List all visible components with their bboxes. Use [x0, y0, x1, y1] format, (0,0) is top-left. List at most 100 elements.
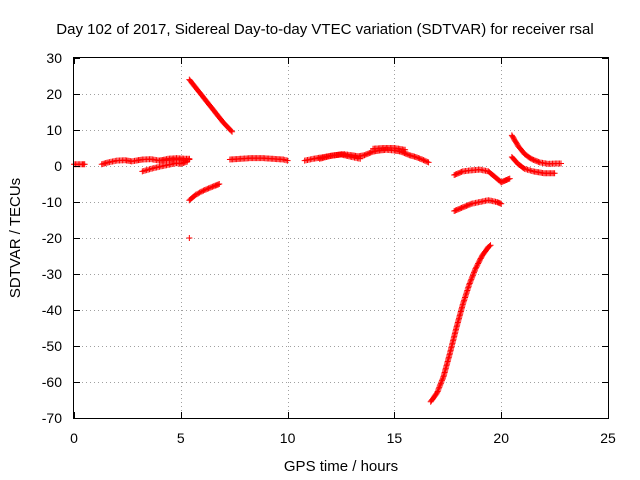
data-point [417, 156, 424, 163]
series-arc-07 [186, 235, 193, 241]
data-point [435, 387, 442, 394]
data-point [436, 384, 443, 391]
data-point [415, 155, 422, 162]
data-point [458, 168, 465, 175]
x-tick-label: 0 [70, 430, 78, 446]
y-tick-label: 0 [54, 158, 62, 174]
y-tick-label: -70 [42, 410, 62, 426]
data-point [402, 146, 409, 153]
data-point [206, 184, 213, 191]
data-point [473, 263, 480, 270]
data-point [472, 265, 479, 272]
data-point [438, 377, 445, 384]
data-point [197, 188, 204, 195]
data-point [228, 127, 235, 134]
data-point [205, 185, 212, 192]
series-arc-11 [370, 145, 409, 153]
data-point [438, 379, 445, 385]
data-point [357, 155, 364, 162]
data-point [475, 259, 482, 266]
gridlines [74, 58, 608, 418]
data-point [466, 281, 473, 288]
series-arc-05 [186, 76, 236, 135]
data-point [405, 151, 412, 158]
data-point [472, 266, 479, 273]
series-arc-14 [451, 197, 505, 214]
y-tick-label: -30 [42, 266, 62, 282]
series-arc-12 [427, 242, 494, 405]
data-point [437, 381, 444, 388]
x-tick-label: 10 [280, 430, 296, 446]
data-point [486, 243, 493, 250]
data-point [558, 160, 565, 167]
data-point [470, 271, 477, 277]
y-tick-label: 20 [46, 86, 62, 102]
series-arc-15 [498, 175, 513, 186]
data-point [419, 156, 426, 163]
data-point [81, 161, 88, 168]
x-tick-label: 15 [387, 430, 403, 446]
data-point [200, 187, 207, 194]
series-arc-16 [508, 132, 565, 167]
data-point [425, 159, 432, 166]
data-point [284, 157, 291, 164]
data-point [423, 158, 430, 165]
data-point [424, 158, 431, 165]
data-point [551, 170, 558, 177]
data-point [475, 260, 482, 267]
series-arc-10 [316, 151, 364, 162]
data-point [437, 380, 444, 387]
data-point [466, 280, 473, 287]
data-point [535, 158, 542, 165]
data-point [186, 235, 193, 241]
data-point [467, 277, 474, 284]
y-tick-label: -40 [42, 302, 62, 318]
data-point [229, 128, 236, 135]
series-arc-13 [451, 166, 505, 186]
data-point [434, 389, 441, 396]
data-point [468, 275, 475, 282]
data-point [201, 187, 208, 194]
y-tick-label: 30 [46, 50, 62, 66]
data-point [204, 185, 211, 192]
data-point [416, 155, 423, 162]
data-point [506, 175, 513, 182]
y-tick-label: -50 [42, 338, 62, 354]
data-point [192, 191, 199, 198]
series-arc-08 [226, 155, 291, 164]
data-point [471, 268, 478, 275]
data-point [196, 189, 203, 196]
data-point [487, 242, 494, 249]
x-axis-label: GPS time / hours [284, 458, 398, 475]
chart-title: Day 102 of 2017, Sidereal Day-to-day VTE… [56, 21, 593, 38]
data-point [186, 155, 193, 162]
x-tick-label: 20 [493, 430, 509, 446]
data-point [469, 272, 476, 279]
data-point [199, 188, 206, 195]
data-point [477, 255, 484, 262]
data-point [467, 279, 474, 286]
series-arc-04 [156, 155, 193, 164]
y-axis-label: SDTVAR / TECUs [7, 178, 24, 298]
series-arc-06 [186, 181, 223, 204]
data-point [439, 374, 446, 381]
data-point [421, 157, 428, 164]
axis-ticks [74, 58, 609, 419]
series-arc-17 [508, 154, 558, 177]
data-point [469, 273, 476, 280]
data-points [71, 76, 565, 405]
data-point [468, 276, 475, 283]
x-tick-labels: 0 5 10 15 20 25 [70, 430, 616, 446]
y-tick-labels: -70 -60 -50 -40 -30 -20 -10 0 10 20 30 [42, 50, 62, 426]
data-point [203, 186, 210, 193]
data-point [498, 200, 505, 207]
y-tick-label: -60 [42, 374, 62, 390]
data-point [412, 154, 419, 160]
y-tick-label: -10 [42, 194, 62, 210]
data-point [435, 385, 442, 392]
plot-frame [73, 57, 609, 419]
y-tick-label: 10 [46, 122, 62, 138]
data-point [474, 261, 481, 268]
